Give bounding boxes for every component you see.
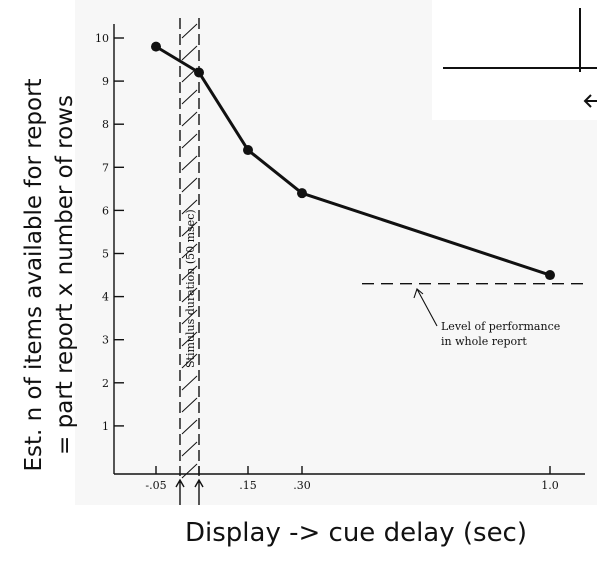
series-points (151, 41, 555, 281)
hatch-stroke (181, 375, 198, 391)
y-axis-label-line-1: Est. n of items available for report (21, 78, 47, 471)
hatch-stroke (181, 441, 198, 457)
hatch-stroke (181, 221, 198, 237)
hatch-stroke (181, 89, 198, 105)
x-tick-label: .15 (239, 479, 257, 492)
hatch-stroke (181, 397, 198, 413)
y-tick-label: 8 (102, 118, 109, 131)
data-point (545, 270, 555, 281)
x-tick-label: 1.0 (541, 479, 559, 492)
hatch-stroke (181, 331, 198, 347)
band-end-arrow-icon (194, 478, 204, 505)
x-tick-label: .30 (293, 479, 311, 492)
y-tick-label: 3 (102, 334, 109, 347)
inset-arrow-icon (583, 94, 597, 108)
data-point (194, 67, 204, 78)
data-point (243, 145, 253, 156)
x-tick-label: -.05 (145, 479, 166, 492)
inset-schematic (443, 8, 597, 108)
y-axis-label-line-2: = part report x number of rows (52, 95, 78, 455)
hatch-stroke (181, 287, 198, 303)
hatch-stroke (181, 419, 198, 435)
stimulus-band: Stimulus duration (50 msec) (179, 18, 200, 479)
hatch-stroke (181, 265, 198, 281)
y-tick-label: 10 (95, 32, 109, 45)
x-axis-ticks: -.05 .15 .30 1.0 (145, 466, 559, 492)
hatch-stroke (181, 177, 198, 193)
hatch-stroke (181, 45, 198, 61)
data-point (151, 41, 161, 52)
axes (113, 24, 585, 475)
y-tick-label: 6 (102, 204, 109, 217)
hatch-stroke (181, 309, 198, 325)
hatch-stroke (181, 133, 198, 149)
hatch-stroke (181, 463, 198, 479)
y-tick-label: 7 (102, 161, 109, 174)
y-tick-label: 1 (102, 420, 109, 433)
y-tick-label: 9 (102, 75, 109, 88)
inset-panel (432, 0, 597, 120)
hatch-stroke (181, 155, 198, 171)
y-tick-label: 5 (102, 248, 109, 261)
stimulus-band-label: Stimulus duration (50 msec) (184, 209, 197, 368)
hatch-stroke (181, 23, 198, 39)
hatch-stroke (181, 111, 198, 127)
hatch-stroke (181, 243, 198, 259)
annotation-line-2: in whole report (441, 335, 527, 348)
annotation-line-1: Level of performance (441, 320, 560, 333)
y-tick-label: 2 (102, 377, 109, 390)
band-start-arrow-icon (175, 478, 185, 505)
data-point (297, 188, 307, 199)
stimulus-band-hatching (181, 23, 198, 479)
hatch-stroke (181, 353, 198, 369)
hatch-stroke (181, 199, 198, 215)
annotation-leader-icon (413, 288, 438, 327)
band-arrows (175, 478, 204, 505)
x-axis-label: Display -> cue delay (sec) (185, 518, 527, 548)
y-axis-ticks: 1 2 3 4 5 6 7 8 9 10 (95, 32, 124, 433)
y-tick-label: 4 (102, 291, 109, 304)
